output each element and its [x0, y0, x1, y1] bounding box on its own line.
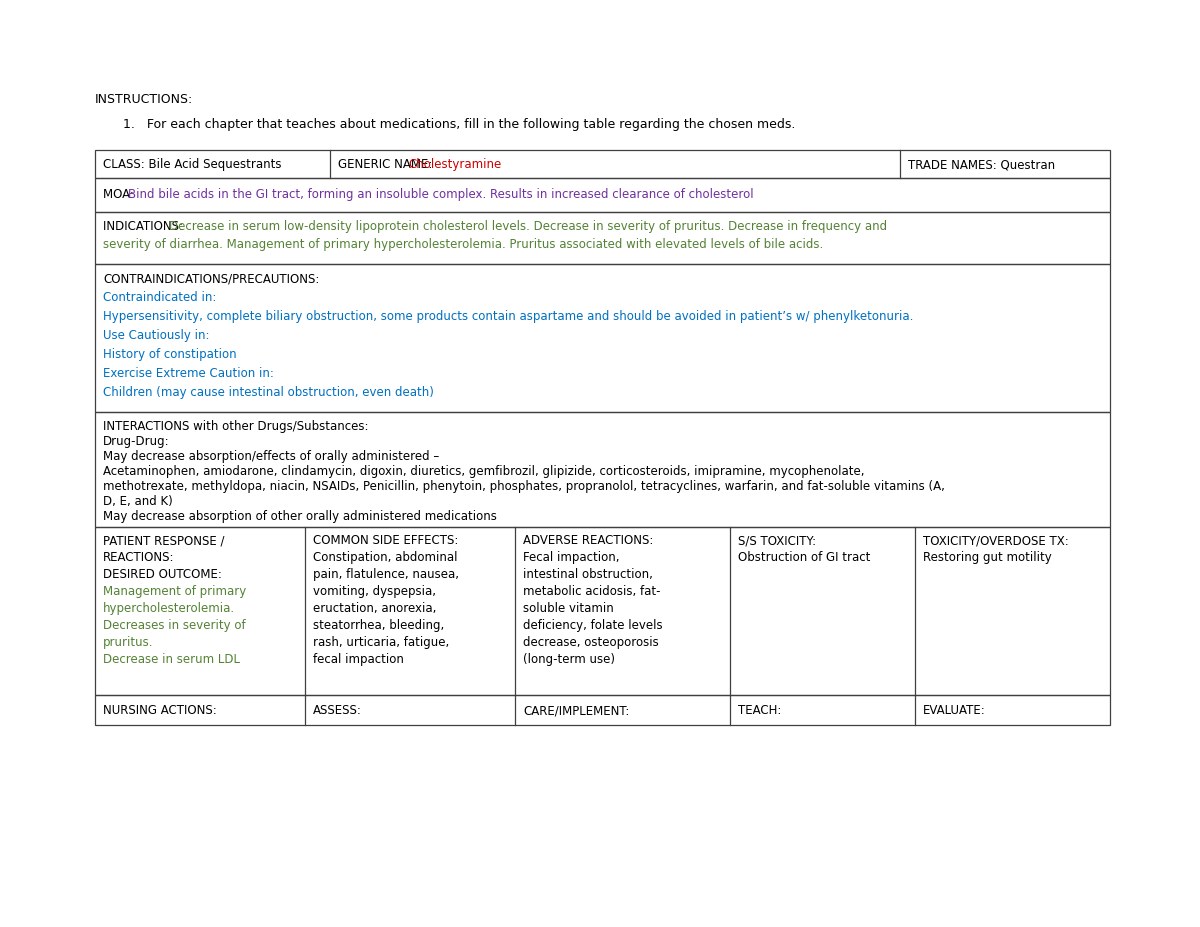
Text: intestinal obstruction,: intestinal obstruction,: [523, 568, 653, 581]
Text: hypercholesterolemia.: hypercholesterolemia.: [103, 602, 235, 615]
Text: 1.   For each chapter that teaches about medications, fill in the following tabl: 1. For each chapter that teaches about m…: [124, 118, 796, 131]
Text: INDICATIONS:: INDICATIONS:: [103, 220, 187, 233]
Text: CARE/IMPLEMENT:: CARE/IMPLEMENT:: [523, 704, 629, 717]
Bar: [95, 150, 1110, 178]
Text: methotrexate, methyldopa, niacin, NSAIDs, Penicillin, phenytoin, phosphates, pro: methotrexate, methyldopa, niacin, NSAIDs…: [103, 480, 944, 493]
Text: TRADE NAMES: Questran: TRADE NAMES: Questran: [908, 158, 1055, 171]
Bar: [95, 212, 1110, 264]
Text: Bind bile acids in the GI tract, forming an insoluble complex. Results in increa: Bind bile acids in the GI tract, forming…: [128, 188, 754, 201]
Text: vomiting, dyspepsia,: vomiting, dyspepsia,: [313, 585, 436, 598]
Text: INSTRUCTIONS:: INSTRUCTIONS:: [95, 93, 193, 106]
Text: NURSING ACTIONS:: NURSING ACTIONS:: [103, 704, 217, 717]
Text: Decreases in severity of: Decreases in severity of: [103, 619, 246, 632]
Text: Management of primary: Management of primary: [103, 585, 246, 598]
Text: fecal impaction: fecal impaction: [313, 653, 404, 666]
Text: ASSESS:: ASSESS:: [313, 704, 362, 717]
Text: Decrease in serum low-density lipoprotein cholesterol levels. Decrease in severi: Decrease in serum low-density lipoprotei…: [169, 220, 887, 233]
Text: MOA:: MOA:: [103, 188, 138, 201]
Text: steatorrhea, bleeding,: steatorrhea, bleeding,: [313, 619, 444, 632]
Text: May decrease absorption of other orally administered medications: May decrease absorption of other orally …: [103, 510, 497, 523]
Text: decrease, osteoporosis: decrease, osteoporosis: [523, 636, 659, 649]
Text: deficiency, folate levels: deficiency, folate levels: [523, 619, 662, 632]
Text: Cholestyramine: Cholestyramine: [409, 158, 502, 171]
Text: rash, urticaria, fatigue,: rash, urticaria, fatigue,: [313, 636, 449, 649]
Text: eructation, anorexia,: eructation, anorexia,: [313, 602, 437, 615]
Text: ADVERSE REACTIONS:: ADVERSE REACTIONS:: [523, 534, 653, 547]
Text: TEACH:: TEACH:: [738, 704, 781, 717]
Text: Contraindicated in:: Contraindicated in:: [103, 291, 216, 304]
Text: CONTRAINDICATIONS/PRECAUTIONS:: CONTRAINDICATIONS/PRECAUTIONS:: [103, 272, 319, 285]
Text: DESIRED OUTCOME:: DESIRED OUTCOME:: [103, 568, 222, 581]
Text: soluble vitamin: soluble vitamin: [523, 602, 613, 615]
Bar: [95, 527, 1110, 695]
Text: CLASS: Bile Acid Sequestrants: CLASS: Bile Acid Sequestrants: [103, 158, 282, 171]
Text: (long-term use): (long-term use): [523, 653, 616, 666]
Text: Exercise Extreme Caution in:: Exercise Extreme Caution in:: [103, 367, 274, 380]
Text: GENERIC NAME:: GENERIC NAME:: [338, 158, 436, 171]
Text: S/S TOXICITY:: S/S TOXICITY:: [738, 534, 816, 547]
Bar: [95, 695, 1110, 725]
Text: pain, flatulence, nausea,: pain, flatulence, nausea,: [313, 568, 458, 581]
Text: metabolic acidosis, fat-: metabolic acidosis, fat-: [523, 585, 660, 598]
Text: D, E, and K): D, E, and K): [103, 495, 173, 508]
Bar: [95, 178, 1110, 212]
Text: Fecal impaction,: Fecal impaction,: [523, 551, 619, 564]
Text: May decrease absorption/effects of orally administered –: May decrease absorption/effects of orall…: [103, 450, 439, 463]
Text: History of constipation: History of constipation: [103, 348, 236, 361]
Bar: [95, 412, 1110, 527]
Text: Decrease in serum LDL: Decrease in serum LDL: [103, 653, 240, 666]
Text: Hypersensitivity, complete biliary obstruction, some products contain aspartame : Hypersensitivity, complete biliary obstr…: [103, 310, 913, 323]
Text: REACTIONS:: REACTIONS:: [103, 551, 174, 564]
Text: TOXICITY/OVERDOSE TX:: TOXICITY/OVERDOSE TX:: [923, 534, 1069, 547]
Text: PATIENT RESPONSE /: PATIENT RESPONSE /: [103, 534, 224, 547]
Text: Acetaminophen, amiodarone, clindamycin, digoxin, diuretics, gemfibrozil, glipizi: Acetaminophen, amiodarone, clindamycin, …: [103, 465, 864, 478]
Text: COMMON SIDE EFFECTS:: COMMON SIDE EFFECTS:: [313, 534, 458, 547]
Text: Obstruction of GI tract: Obstruction of GI tract: [738, 551, 870, 564]
Text: INTERACTIONS with other Drugs/Substances:: INTERACTIONS with other Drugs/Substances…: [103, 420, 368, 433]
Text: Constipation, abdominal: Constipation, abdominal: [313, 551, 457, 564]
Text: Drug-Drug:: Drug-Drug:: [103, 435, 169, 448]
Text: Restoring gut motility: Restoring gut motility: [923, 551, 1051, 564]
Text: pruritus.: pruritus.: [103, 636, 154, 649]
Text: Use Cautiously in:: Use Cautiously in:: [103, 329, 210, 342]
Text: severity of diarrhea. Management of primary hypercholesterolemia. Pruritus assoc: severity of diarrhea. Management of prim…: [103, 238, 823, 251]
Bar: [95, 264, 1110, 412]
Text: EVALUATE:: EVALUATE:: [923, 704, 985, 717]
Text: Children (may cause intestinal obstruction, even death): Children (may cause intestinal obstructi…: [103, 386, 434, 399]
